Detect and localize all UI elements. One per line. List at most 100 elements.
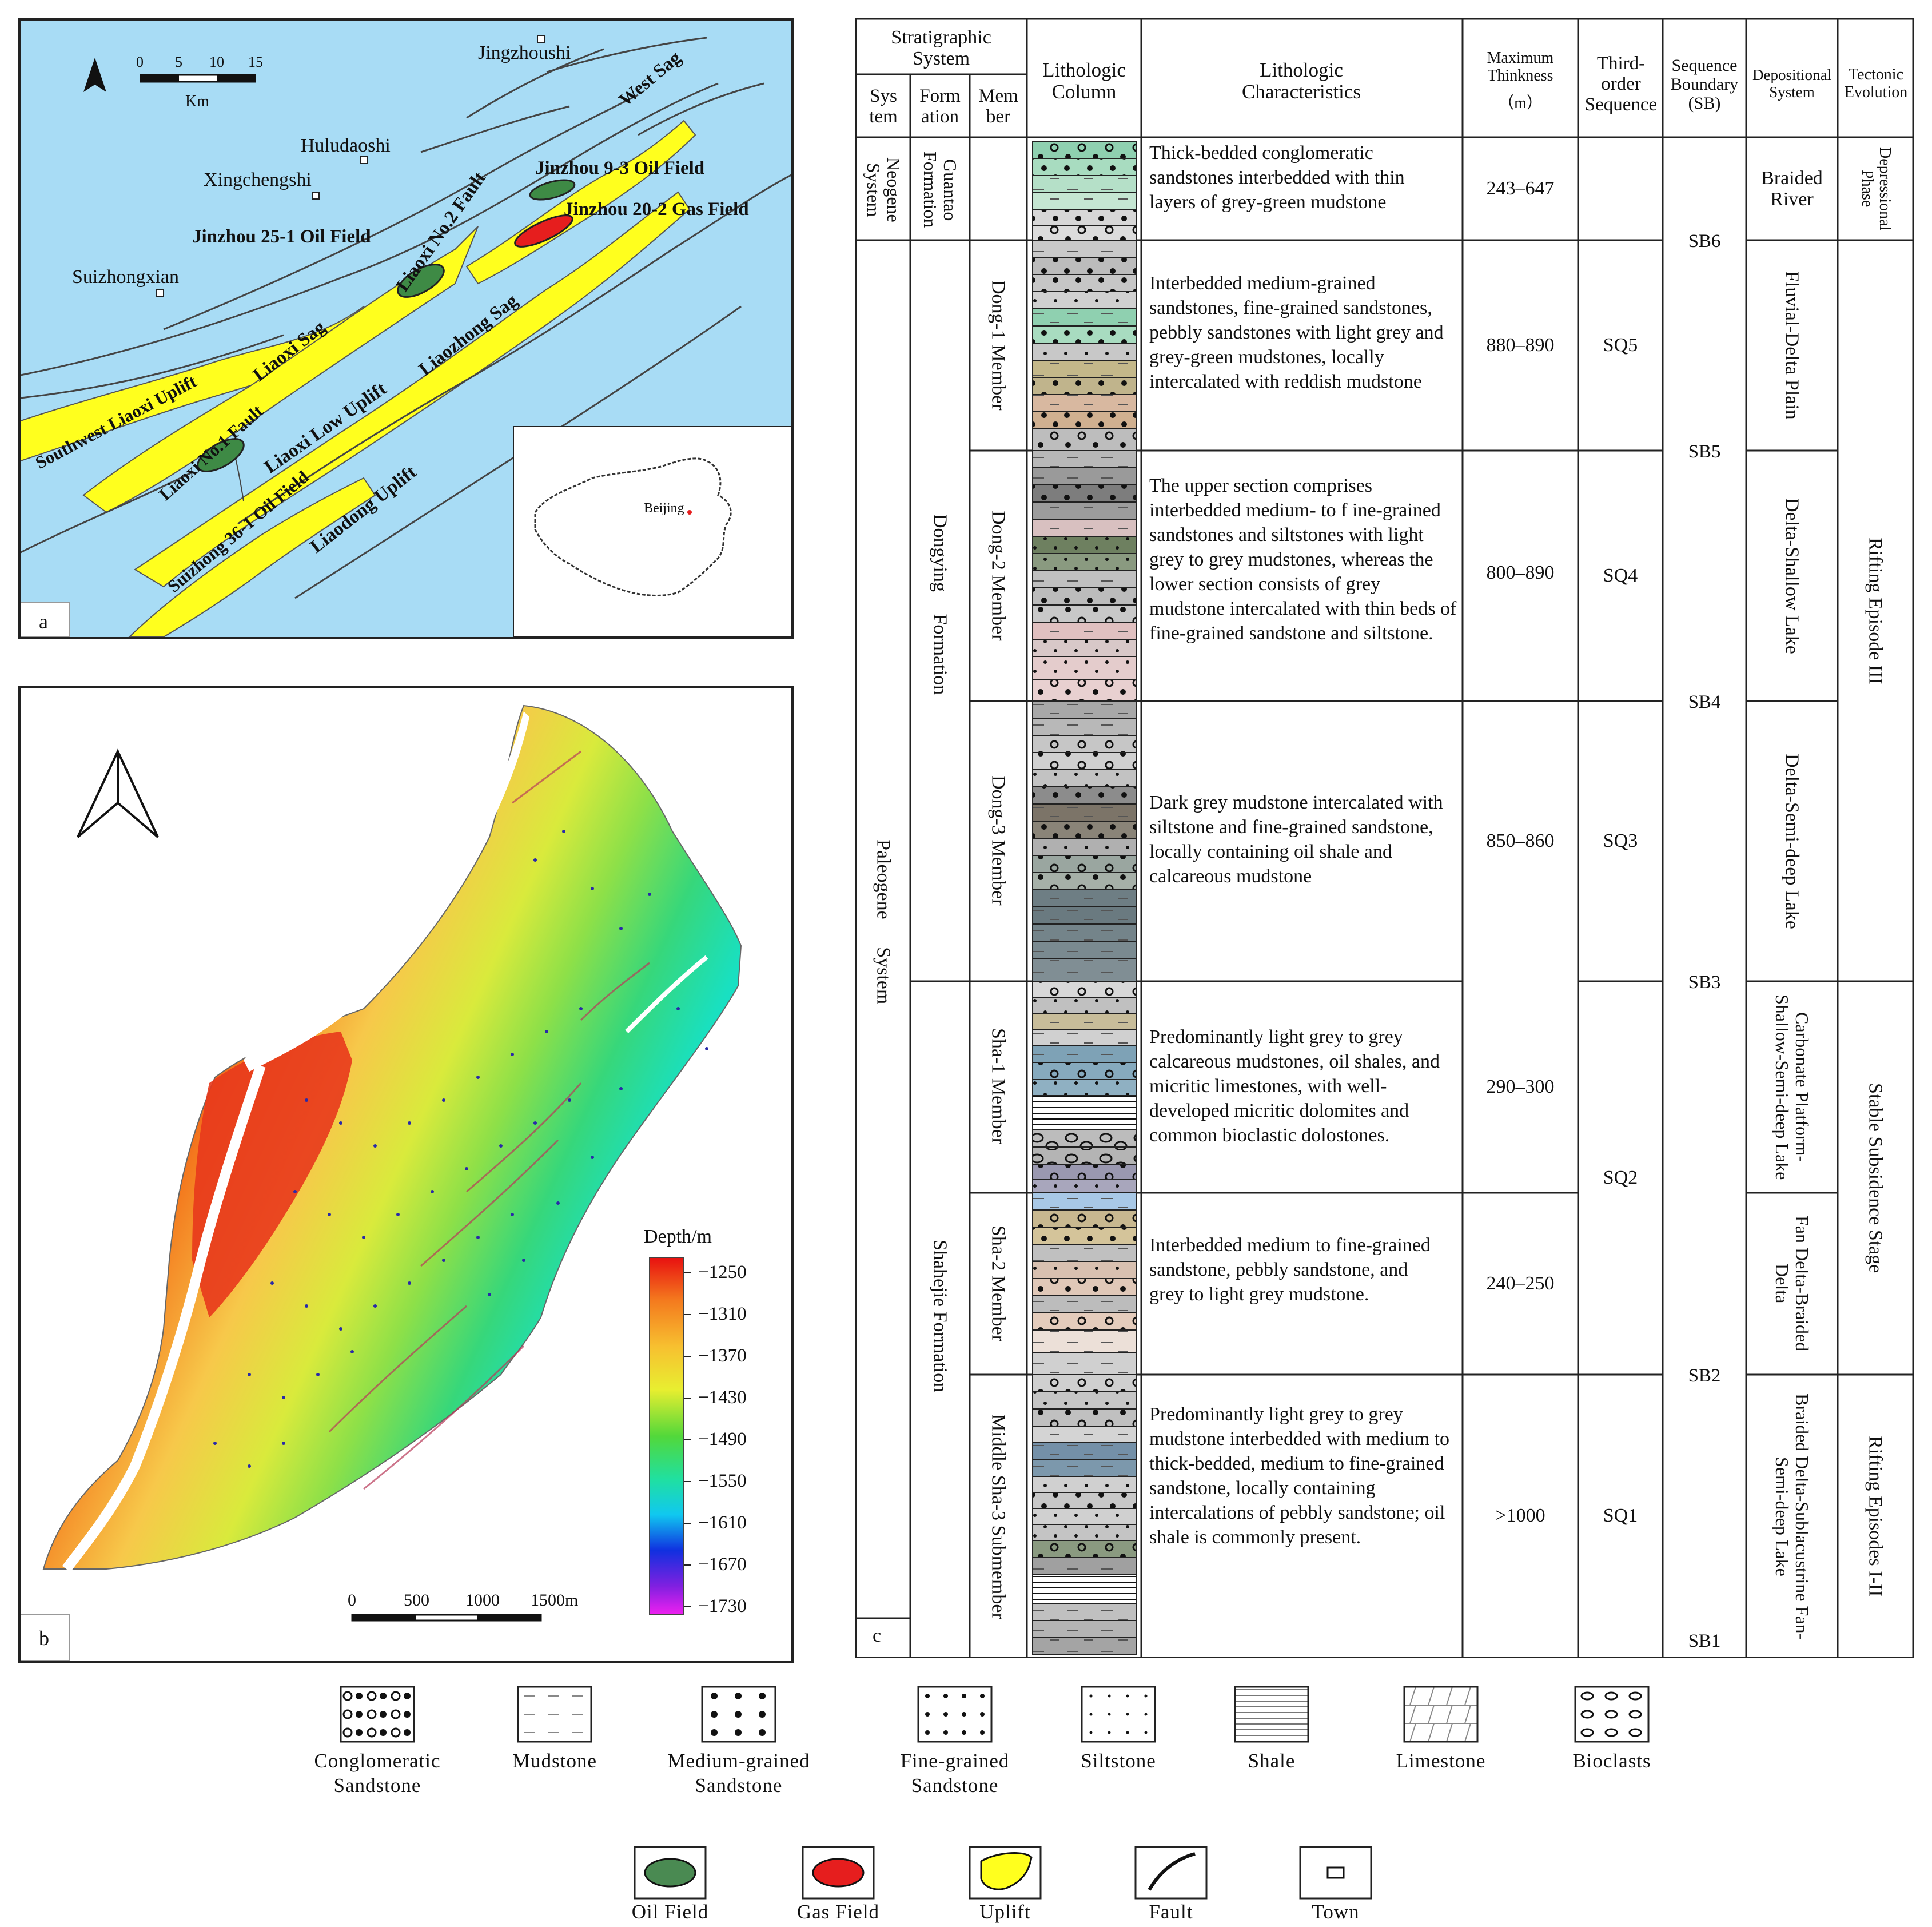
depth-colorbar	[649, 1257, 684, 1615]
member-dong-2: Dong-2 Member	[987, 511, 1009, 641]
member-dong-3: Dong-3 Member	[987, 775, 1009, 906]
label-jinzhou-25-1: Jinzhou 25-1 Oil Field	[192, 226, 371, 247]
seq-sq3: SQ3	[1603, 830, 1638, 852]
swatch-shale	[1234, 1686, 1309, 1743]
seq-sq5: SQ5	[1603, 335, 1638, 356]
thick-dong-3: 850–860	[1486, 830, 1555, 852]
legend-conglomeratic-sandstone: Conglomeratic Sandstone	[314, 1750, 441, 1797]
system-paleogene: Paleogene System	[873, 839, 894, 1005]
swatch-fault	[1134, 1846, 1208, 1900]
dep-braided-delta-sublacustrine: Braided Delta-Sublacustrine Fan-Semi-dee…	[1772, 1393, 1813, 1640]
formation-dongying: Dongying Formation	[929, 513, 951, 695]
desc-middle-sha-3: Predominantly light grey to grey mudston…	[1149, 1404, 1450, 1548]
label-jinzhou-20-2: Jinzhou 20-2 Gas Field	[564, 199, 749, 220]
legend-limestone: Limestone	[1396, 1750, 1486, 1772]
panel-b-label: b	[39, 1627, 49, 1650]
beijing-marker	[687, 510, 692, 515]
swatch-limestone	[1403, 1686, 1479, 1743]
member-dong-1: Dong-1 Member	[987, 280, 1009, 411]
scale-b-500: 500	[404, 1591, 429, 1610]
scale-bar-b	[351, 1614, 542, 1622]
thick-middle-sha-3: >1000	[1495, 1505, 1545, 1527]
formation-shahejie: Shahejie Formation	[929, 1240, 951, 1393]
legend-uplift: Uplift	[979, 1901, 1031, 1923]
colorbar-title: Depth/m	[644, 1226, 712, 1247]
header-system: Sys tem	[869, 85, 898, 127]
town-xingchengshi	[312, 192, 320, 200]
header-tectonic-evolution: Tectonic Evolution	[1844, 66, 1908, 101]
regional-map-svg	[21, 21, 791, 637]
sb3: SB3	[1688, 972, 1721, 993]
panel-a-map: 0 5 10 15 Km Jingzhoushi Huludaoshi Xing…	[18, 18, 794, 639]
label-jinzhou-9-3: Jinzhou 9-3 Oil Field	[535, 158, 705, 178]
gas-field-icon	[812, 1858, 865, 1888]
header-depositional-system: Depositional System	[1752, 66, 1831, 101]
scale-tick-0: 0	[136, 54, 144, 70]
dep-carbonate-platform: Carbonate Platform-Shallow-Semi-deep Lak…	[1772, 994, 1813, 1180]
thick-guantao: 243–647	[1486, 178, 1555, 200]
tect-depressional-phase: Depressional Phase	[1858, 146, 1894, 231]
legend-bioclasts: Bioclasts	[1572, 1750, 1651, 1772]
uplift-liaodong	[134, 191, 691, 588]
colorbar-tick-1730: −1730	[698, 1596, 747, 1617]
uplift-icon	[980, 1852, 1033, 1890]
colorbar-tick-1250: −1250	[698, 1262, 747, 1283]
town-huludaoshi	[360, 156, 368, 164]
legend-gas-field: Gas Field	[796, 1901, 880, 1923]
oil-field-jinzhou-9-3	[529, 179, 576, 201]
tect-stable-subsidence: Stable Subsidence Stage	[1865, 1082, 1886, 1273]
tect-rifting-episode-iii: Rifting Episode III	[1865, 537, 1886, 684]
panel-c-label: c	[873, 1625, 882, 1646]
legend-swatches-svg	[340, 1686, 1650, 1900]
colorbar-tick-1610: −1610	[698, 1512, 747, 1533]
dep-braided-river: Braided River	[1761, 167, 1823, 210]
legend-mudstone: Mudstone	[512, 1750, 597, 1772]
shallow-zone	[192, 1032, 352, 1317]
header-sequence-boundary: Sequence Boundary (SB)	[1670, 55, 1739, 113]
oil-field-jinzhou-25-1	[397, 264, 445, 298]
desc-guantao: Thick-bedded conglomeratic sandstones in…	[1149, 142, 1405, 213]
member-sha-1: Sha-1 Member	[987, 1028, 1009, 1145]
header-lithologic-characteristics: Lithologic Characteristics	[1242, 58, 1361, 103]
scale-tick-10: 10	[209, 54, 224, 70]
thick-sha-2: 240–250	[1486, 1273, 1555, 1295]
sb6: SB6	[1688, 230, 1721, 252]
thick-dong-1: 880–890	[1486, 335, 1555, 356]
desc-dong-3: Dark grey mudstone intercalated with sil…	[1149, 792, 1443, 887]
label-beijing: Beijing	[644, 501, 684, 516]
header-max-thickness: Maximum Thinkness （m）	[1465, 47, 1576, 116]
colorbar-tick-1310: −1310	[698, 1304, 747, 1324]
thick-dong-2: 800–890	[1486, 562, 1555, 584]
formation-guantao: Guantao Formation	[920, 152, 961, 228]
tect-rifting-episodes-i-ii: Rifting Episodes I-II	[1865, 1436, 1886, 1597]
town-suizhongxian	[156, 289, 164, 297]
sb1: SB1	[1688, 1630, 1721, 1651]
town-jingzhoushi	[537, 35, 545, 43]
sb5: SB5	[1688, 441, 1721, 462]
colorbar-tick-1490: −1490	[698, 1429, 747, 1450]
label-suizhongxian: Suizhongxian	[72, 266, 179, 288]
header-lithologic-column: Lithologic Column	[1042, 58, 1126, 103]
oil-field-icon	[644, 1858, 696, 1888]
label-huludaoshi: Huludaoshi	[301, 135, 391, 156]
legend-medium-grained-sandstone: Medium-grained Sandstone	[667, 1750, 810, 1797]
desc-sha-1: Predominantly light grey to grey calcare…	[1149, 1026, 1440, 1146]
strat-table-svg	[855, 18, 1914, 1658]
oil-field-suizhong-36-1	[197, 438, 245, 472]
china-outline	[534, 457, 732, 596]
legend-fault: Fault	[1149, 1901, 1193, 1923]
swatch-fine-grained-sandstone	[917, 1686, 993, 1743]
uplift-east-tail	[128, 477, 376, 637]
fault-icon	[1148, 1852, 1196, 1891]
seq-sq4: SQ4	[1603, 565, 1638, 587]
main-fault-strip	[244, 711, 529, 1072]
legend: Conglomeratic Sandstone Mudstone Medium-…	[0, 1675, 1932, 1927]
scale-tick-15: 15	[248, 54, 263, 70]
scale-b-1500m: 1500m	[531, 1591, 579, 1610]
sb2: SB2	[1688, 1365, 1721, 1386]
dep-fluvial-delta-plain: Fluvial-Delta Plain	[1781, 271, 1803, 420]
scale-tick-5: 5	[175, 54, 182, 70]
swatch-siltstone	[1081, 1686, 1156, 1743]
member-sha-2: Sha-2 Member	[987, 1225, 1009, 1342]
colorbar-tick-1430: −1430	[698, 1387, 747, 1408]
